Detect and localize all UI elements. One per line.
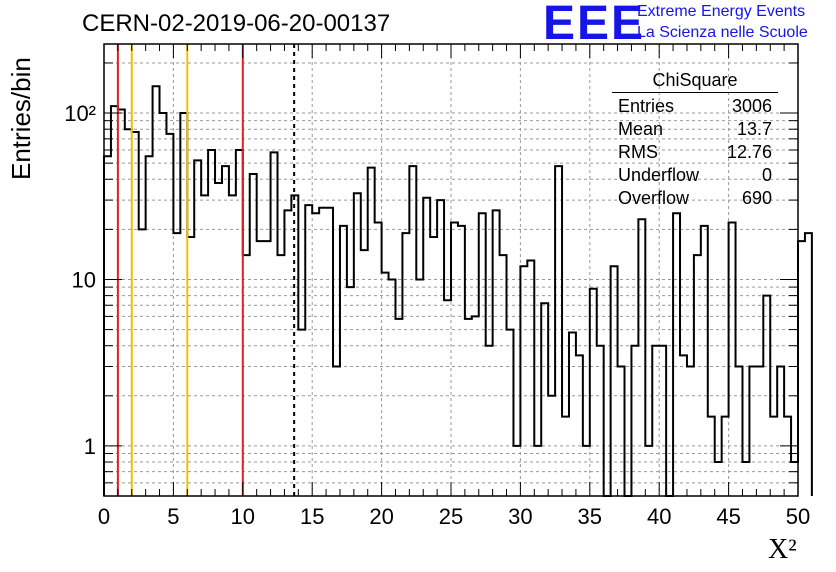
histogram-outline (103, 85, 813, 497)
x-tick-label: 15 (300, 504, 324, 529)
stats-value: 12.76 (726, 142, 772, 162)
reference-lines (116, 44, 296, 496)
y-tick-label: 10 (72, 267, 96, 292)
stats-value: 3006 (731, 96, 772, 116)
stats-row: RMS 12.76 (612, 141, 778, 164)
stats-row: Underflow 0 (612, 164, 778, 187)
x-tick-label: 40 (647, 504, 671, 529)
x-tick-label: 10 (231, 504, 255, 529)
stats-label: Underflow (618, 165, 700, 185)
stats-row: Mean 13.7 (612, 118, 778, 141)
grid-lines (104, 44, 798, 496)
x-tick-label: 50 (786, 504, 810, 529)
eee-logo: EEE (543, 0, 646, 50)
chart-title: CERN-02-2019-06-20-00137 (82, 10, 391, 37)
logo-line-1: Extreme Energy Events (637, 3, 806, 20)
stats-title: ChiSquare (612, 70, 778, 93)
x-tick-label: 35 (578, 504, 602, 529)
x-tick-label: 30 (508, 504, 532, 529)
y-axis-label: Entries/bin (6, 57, 36, 180)
stats-label: Mean (618, 119, 664, 139)
stats-label: Overflow (618, 188, 690, 208)
x-axis-label: X² (768, 534, 797, 565)
y-tick-label: 1 (84, 434, 96, 459)
stats-value: 13.7 (736, 119, 772, 139)
y-tick-label: 10² (64, 101, 96, 126)
y-axis-ticks: 1 10 10² (64, 62, 798, 497)
x-tick-label: 0 (98, 504, 110, 529)
x-tick-label: 20 (369, 504, 393, 529)
x-tick-label: 25 (439, 504, 463, 529)
logo-line-2: La Scienza nelle Scuole (637, 24, 808, 41)
stats-label: Entries (618, 96, 675, 116)
histogram-bins (103, 85, 813, 497)
x-tick-label: 45 (716, 504, 740, 529)
x-axis-ticks: 0 5 10 15 20 25 30 35 40 45 50 (98, 44, 810, 529)
stats-box: ChiSquare Entries 3006 Mean 13.7 RMS 12.76 … (612, 70, 778, 210)
stats-row: Entries 3006 (612, 95, 778, 118)
stats-row: Overflow 690 (612, 187, 778, 210)
x-tick-label: 5 (167, 504, 179, 529)
stats-value: 0 (761, 165, 772, 185)
stats-label: RMS (618, 142, 658, 162)
stats-value: 690 (741, 188, 772, 208)
